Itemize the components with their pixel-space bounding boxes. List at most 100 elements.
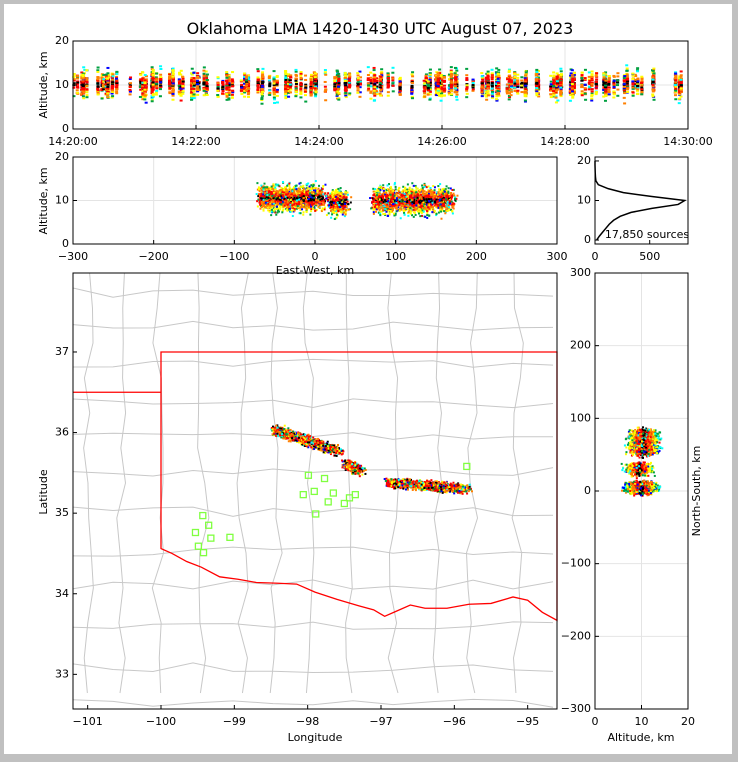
source-point [284, 90, 287, 92]
source-point [373, 213, 375, 215]
county-line [73, 399, 553, 408]
source-point [206, 88, 209, 90]
source-point [324, 71, 327, 73]
source-point [631, 80, 634, 82]
source-point [421, 185, 423, 187]
source-point [302, 214, 304, 216]
source-point [472, 88, 475, 90]
source-point [373, 209, 375, 211]
source-point [437, 185, 439, 187]
source-point [299, 84, 302, 86]
source-point [284, 93, 287, 95]
source-point [294, 69, 297, 71]
source-point [653, 72, 656, 74]
source-point [196, 94, 199, 96]
source-point [452, 482, 454, 484]
source-point [456, 94, 459, 96]
source-point [273, 70, 276, 72]
source-point [85, 96, 88, 98]
source-point [295, 71, 298, 73]
source-point [472, 86, 475, 88]
county-line [73, 547, 553, 556]
lma-plot: Oklahoma LMA 1420-1430 UTC August 07, 20… [4, 4, 738, 762]
source-point [344, 80, 347, 82]
source-point [256, 193, 258, 195]
source-point [472, 79, 475, 81]
source-point [196, 83, 199, 85]
source-point [446, 185, 448, 187]
source-point [387, 95, 390, 97]
source-point [299, 73, 302, 75]
source-point [294, 80, 297, 82]
source-point [584, 93, 587, 95]
source-point [273, 86, 276, 88]
source-point [440, 74, 443, 76]
source-point [196, 72, 199, 74]
source-point [426, 212, 428, 214]
source-point [151, 66, 154, 68]
source-point [402, 186, 404, 188]
source-point [636, 70, 639, 72]
source-point [300, 77, 303, 79]
source-point [272, 78, 275, 80]
source-point [520, 85, 523, 87]
source-point [384, 478, 386, 480]
source-point [299, 96, 302, 98]
county-line [73, 359, 553, 367]
source-point [206, 83, 209, 85]
source-point [472, 84, 475, 86]
source-point [520, 80, 523, 82]
source-point [324, 69, 327, 71]
source-point [438, 212, 440, 214]
source-point [273, 98, 276, 100]
county-line [270, 273, 282, 693]
source-point [348, 80, 351, 82]
source-point [372, 188, 374, 190]
source-point [299, 91, 302, 93]
source-point [426, 214, 428, 216]
source-point [439, 183, 441, 185]
source-point [284, 97, 287, 99]
source-point [295, 83, 298, 85]
source-point [465, 74, 468, 76]
source-point [203, 77, 206, 79]
source-point [465, 77, 468, 79]
source-point [300, 71, 303, 73]
county-line [73, 622, 553, 629]
source-point [636, 67, 639, 69]
source-point [495, 98, 498, 100]
source-point [382, 184, 384, 186]
source-point [85, 85, 88, 87]
source-point [247, 96, 250, 98]
source-point [263, 183, 265, 185]
source-point [520, 91, 523, 93]
source-point [284, 88, 287, 90]
county-line [346, 273, 353, 693]
source-point [304, 91, 307, 93]
source-point [344, 74, 347, 76]
source-point [344, 89, 347, 91]
source-point [429, 69, 432, 71]
source-point [347, 203, 349, 205]
source-point [520, 76, 523, 78]
figure-canvas: Oklahoma LMA 1420-1430 UTC August 07, 20… [4, 4, 732, 754]
source-point [85, 91, 88, 93]
source-point [584, 87, 587, 89]
source-point [375, 211, 377, 213]
source-point [299, 75, 302, 77]
source-point [257, 84, 260, 86]
source-point [359, 475, 361, 477]
source-point [465, 79, 468, 81]
source-point [348, 86, 351, 88]
source-point [348, 72, 351, 74]
source-point [370, 77, 373, 79]
source-point [413, 216, 415, 218]
source-point [369, 98, 372, 100]
source-point [256, 89, 259, 91]
source-point [472, 82, 475, 84]
source-point [621, 469, 623, 471]
source-point [466, 84, 469, 86]
source-point [632, 95, 635, 97]
source-point [284, 73, 287, 75]
